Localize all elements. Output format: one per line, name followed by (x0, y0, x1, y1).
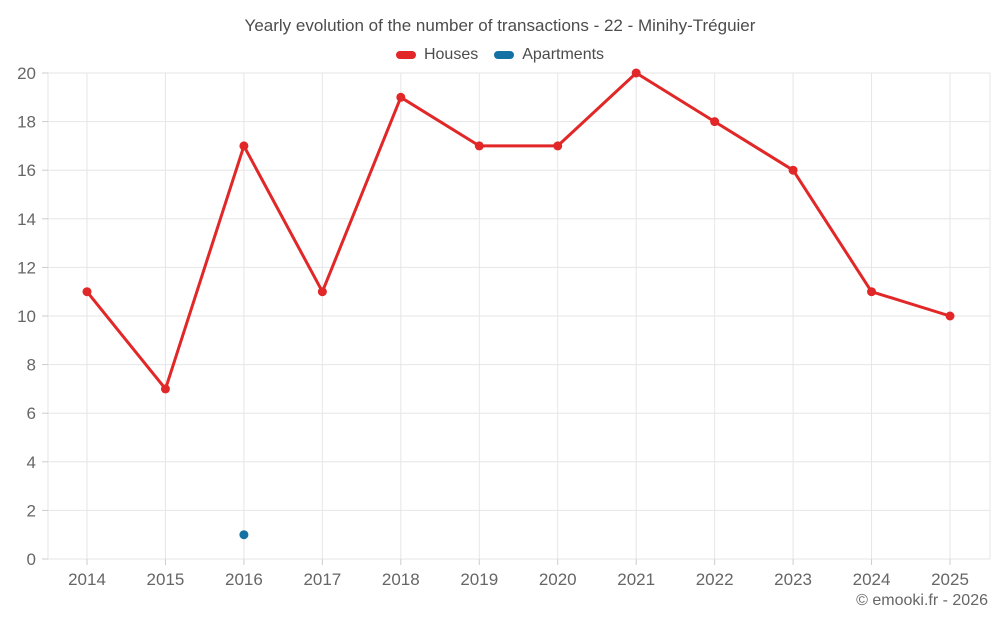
y-axis-label: 8 (27, 356, 36, 375)
y-axis-label: 14 (17, 210, 36, 229)
legend-item-apartments[interactable]: Apartments (494, 46, 604, 64)
y-axis-label: 6 (27, 404, 36, 423)
x-axis-label: 2020 (539, 570, 577, 589)
houses-legend-label: Houses (423, 46, 479, 63)
copyright-text: © emooki.fr - 2026 (856, 592, 988, 609)
x-axis-label: 2015 (147, 570, 185, 589)
axis-ticks-layer (42, 72, 951, 565)
x-axis-label: 2014 (68, 570, 106, 589)
x-axis-label: 2021 (617, 570, 655, 589)
y-axis-label: 12 (17, 258, 36, 277)
y-axis-label: 4 (27, 453, 36, 472)
chart-title: Yearly evolution of the number of transa… (244, 16, 756, 35)
data-point-houses-2018[interactable] (396, 92, 406, 102)
gridlines-layer (47, 72, 991, 560)
y-axis-label: 10 (17, 307, 36, 326)
data-point-houses-2020[interactable] (553, 141, 563, 151)
y-axis-label: 0 (27, 550, 36, 569)
y-axis-label: 2 (27, 501, 36, 520)
houses-series-swatch (395, 51, 416, 59)
data-point-houses-2021[interactable] (631, 68, 641, 78)
x-axis-label: 2022 (696, 570, 734, 589)
x-axis-label: 2023 (774, 570, 812, 589)
apartments-legend-label: Apartments (522, 46, 605, 63)
data-point-houses-2019[interactable] (474, 141, 484, 151)
series-layer (82, 68, 955, 540)
x-axis-label: 2025 (931, 570, 969, 589)
data-point-houses-2014[interactable] (82, 287, 92, 297)
data-point-houses-2017[interactable] (317, 287, 327, 297)
data-point-apartments-2016[interactable] (239, 530, 249, 540)
x-axis-label: 2016 (225, 570, 263, 589)
data-point-houses-2016[interactable] (239, 141, 249, 151)
apartments-series-swatch (494, 51, 515, 59)
data-point-houses-2025[interactable] (945, 311, 955, 321)
data-point-houses-2022[interactable] (710, 117, 720, 127)
y-axis-label: 20 (17, 64, 36, 83)
x-axis-label: 2019 (460, 570, 498, 589)
x-axis-label: 2018 (382, 570, 420, 589)
y-axis-label: 16 (17, 161, 36, 180)
data-point-houses-2024[interactable] (867, 287, 877, 297)
legend-item-houses[interactable]: Houses (395, 46, 479, 64)
y-axis-label: 18 (17, 113, 36, 132)
data-point-houses-2015[interactable] (160, 384, 170, 394)
chart-legend: Houses Apartments (0, 46, 1000, 64)
data-point-houses-2023[interactable] (788, 165, 798, 175)
x-axis-label: 2017 (303, 570, 341, 589)
x-axis-label: 2024 (853, 570, 891, 589)
axis-labels-layer: 0 2 4 6 8 10 12 14 16 18 20 2014 2015 2016 2017 2018 201… (17, 64, 969, 589)
series-line-houses (85, 71, 952, 391)
